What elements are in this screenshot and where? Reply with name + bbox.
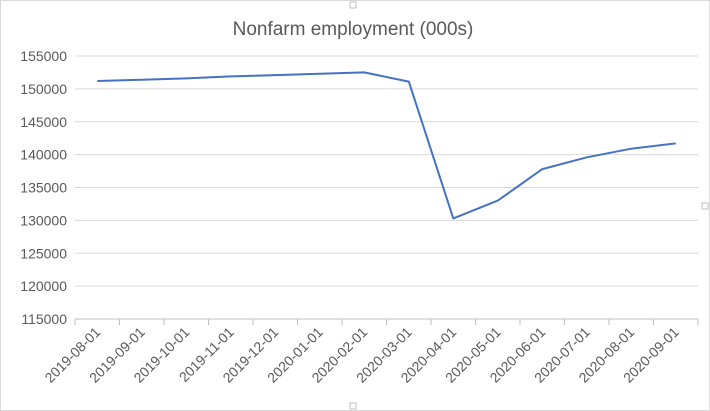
resize-handles bbox=[349, 1, 709, 410]
resize-handle[interactable] bbox=[349, 1, 357, 9]
y-tick-label: 145000 bbox=[20, 114, 67, 130]
y-tick-label: 125000 bbox=[20, 245, 67, 261]
series-layer bbox=[97, 71, 676, 220]
x-axis-tick-labels: 2019-08-012019-09-012019-10-012019-11-01… bbox=[41, 324, 682, 386]
y-tick-label: 140000 bbox=[20, 147, 67, 163]
y-tick-label: 120000 bbox=[20, 278, 67, 294]
y-tick-label: 130000 bbox=[20, 212, 67, 228]
resize-handle[interactable] bbox=[701, 202, 709, 210]
chart-title: Nonfarm employment (000s) bbox=[233, 19, 474, 40]
series-line bbox=[97, 71, 676, 220]
resize-handle[interactable] bbox=[349, 402, 357, 410]
gridlines bbox=[75, 55, 698, 287]
x-axis bbox=[74, 318, 699, 325]
y-tick-label: 155000 bbox=[20, 48, 67, 64]
y-tick-label: 150000 bbox=[20, 81, 67, 97]
y-tick-label: 135000 bbox=[20, 180, 67, 196]
y-axis-tick-labels: 115000 120000 125000 130000 135000 140000 1450… bbox=[20, 48, 67, 327]
y-tick-label: 115000 bbox=[21, 311, 67, 327]
